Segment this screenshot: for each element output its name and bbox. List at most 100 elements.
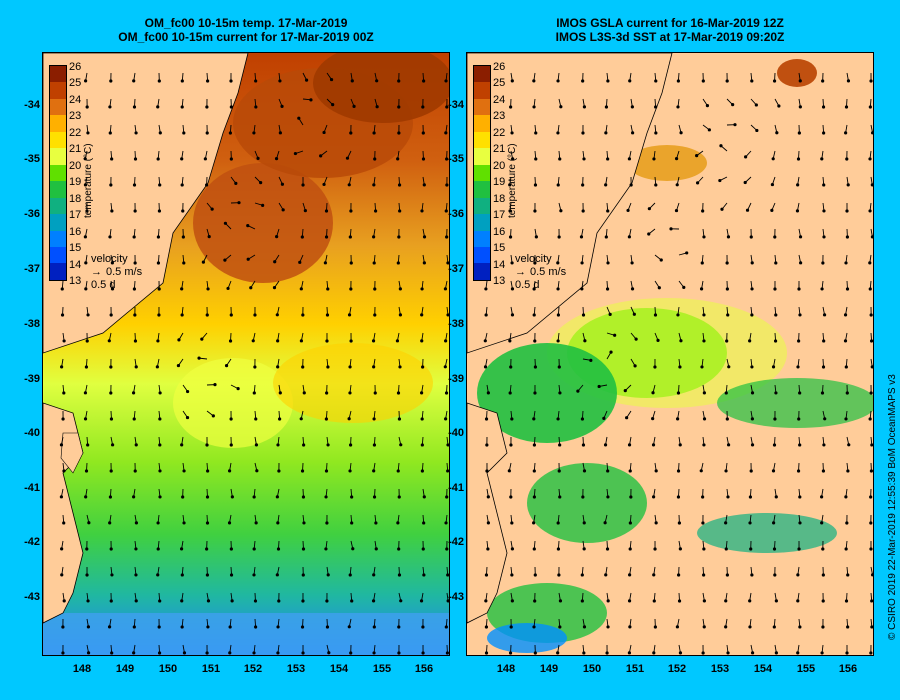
velocity-arrow-head (110, 261, 114, 265)
velocity-arrow-head (85, 573, 89, 577)
velocity-arrow-head (309, 98, 313, 102)
velocity-arrow-head (749, 469, 753, 473)
velocity-arrow-head (109, 599, 113, 603)
velocity-arrow-head (158, 131, 162, 135)
scale-arrow-icon: → (91, 266, 102, 278)
velocity-arrow-head (397, 235, 401, 239)
model-temperature-map: 26 25 24 23 22 21 20 19 18 17 16 15 14 13 temperature… (42, 52, 450, 656)
observed-sst-field (467, 53, 873, 655)
velocity-arrow-head (349, 287, 353, 291)
velocity-arrow-head (445, 235, 449, 239)
velocity-arrow-head (324, 469, 329, 473)
velocity-arrow-head (185, 415, 190, 420)
velocity-arrow-head (280, 104, 284, 108)
velocity-arrow-head (421, 625, 425, 629)
velocity-arrow-head (155, 365, 159, 369)
velocity-legend-duration: 0.5 d (515, 279, 540, 291)
velocity-arrow-head (278, 131, 282, 135)
velocity-arrow-head (719, 144, 723, 148)
velocity-arrow-head (702, 235, 706, 239)
velocity-arrow-head (134, 131, 138, 135)
velocity-arrow-head (398, 287, 402, 291)
velocity-arrow-head (59, 443, 64, 447)
velocity-arrow-head (633, 364, 637, 368)
velocity-arrow-head (108, 495, 113, 499)
velocity-arrow-head (581, 209, 585, 213)
velocity-arrow-head (156, 573, 160, 577)
velocity-arrow-head (83, 157, 87, 161)
velocity-arrow-head (60, 365, 64, 369)
velocity-arrow-head (798, 443, 802, 447)
velocity-arrow-head (627, 443, 632, 447)
velocity-arrow-head (676, 495, 681, 499)
velocity-arrow-head (654, 521, 658, 525)
colorbar-swatch (50, 214, 66, 231)
velocity-arrow-head (508, 651, 513, 655)
colorbar-swatch (50, 181, 66, 198)
velocity-arrow-head (201, 260, 206, 264)
velocity-arrow-head (559, 209, 563, 213)
velocity-legend: velocity → 0.5 m/s 0.5 d (515, 253, 566, 292)
velocity-arrow-head (304, 78, 309, 82)
velocity-arrow-head (701, 209, 705, 213)
colorbar-tick: 21 (493, 143, 506, 156)
velocity-arrow-head (83, 417, 88, 421)
velocity-arrow-head (795, 209, 800, 213)
velocity-arrow-head (301, 313, 305, 317)
velocity-arrow-head (206, 599, 211, 603)
velocity-arrow-head (229, 313, 233, 317)
velocity-arrow-head (556, 521, 560, 525)
velocity-arrow-head (774, 495, 778, 499)
colorbar-tick: 19 (69, 176, 82, 189)
velocity-arrow-head (702, 547, 706, 551)
velocity-arrow-head (62, 391, 66, 395)
velocity-arrow-head (182, 131, 186, 135)
velocity-arrow-head (798, 105, 802, 109)
velocity-arrow-head (278, 417, 282, 421)
velocity-arrow-head (486, 547, 490, 551)
velocity-arrow-head (420, 469, 424, 473)
velocity-arrow-head (301, 651, 305, 655)
velocity-arrow-head (299, 287, 303, 291)
velocity-arrow-head (509, 495, 513, 499)
velocity-arrow-head (85, 547, 89, 551)
velocity-arrow-head (773, 287, 777, 291)
velocity-arrow-head (484, 417, 489, 421)
velocity-arrow-head (678, 365, 682, 369)
velocity-arrow-head (628, 573, 632, 577)
velocity-arrow-head (158, 599, 162, 603)
velocity-arrow-head (605, 547, 610, 551)
velocity-arrow-head (86, 599, 90, 603)
velocity-arrow-head (533, 261, 537, 265)
velocity-arrow-head (676, 417, 680, 421)
colorbar-tick: 14 (69, 258, 82, 271)
velocity-arrow-head (278, 79, 282, 83)
velocity-arrow-head (676, 313, 680, 317)
velocity-arrow-head (750, 391, 755, 395)
velocity-arrow-head (349, 209, 353, 213)
velocity-arrow-head (651, 391, 655, 395)
velocity-arrow-head (230, 495, 234, 499)
velocity-arrow-head (822, 209, 826, 213)
velocity-arrow-head (108, 105, 112, 109)
velocity-arrow-head (798, 625, 802, 629)
velocity-arrow-head (558, 495, 562, 499)
velocity-arrow-head (84, 79, 88, 83)
velocity-arrow-head (180, 157, 184, 161)
velocity-arrow-head (770, 182, 775, 187)
velocity-arrow-head (156, 157, 160, 161)
longitude-tick-label: 153 (286, 663, 306, 675)
velocity-arrow-head (627, 157, 632, 161)
velocity-arrow-head (484, 651, 489, 655)
velocity-arrow-head (606, 157, 610, 161)
velocity-arrow-head (870, 235, 873, 239)
colorbar-tick: 22 (493, 126, 506, 139)
velocity-arrow-head (323, 261, 327, 265)
velocity-arrow-head (300, 625, 305, 629)
velocity-arrow-head (797, 547, 801, 551)
velocity-arrow-head (349, 651, 353, 655)
velocity-arrow-head (298, 260, 302, 264)
velocity-arrow-head (158, 469, 162, 473)
velocity-arrow-head (871, 131, 873, 135)
velocity-arrow-head (133, 261, 137, 265)
